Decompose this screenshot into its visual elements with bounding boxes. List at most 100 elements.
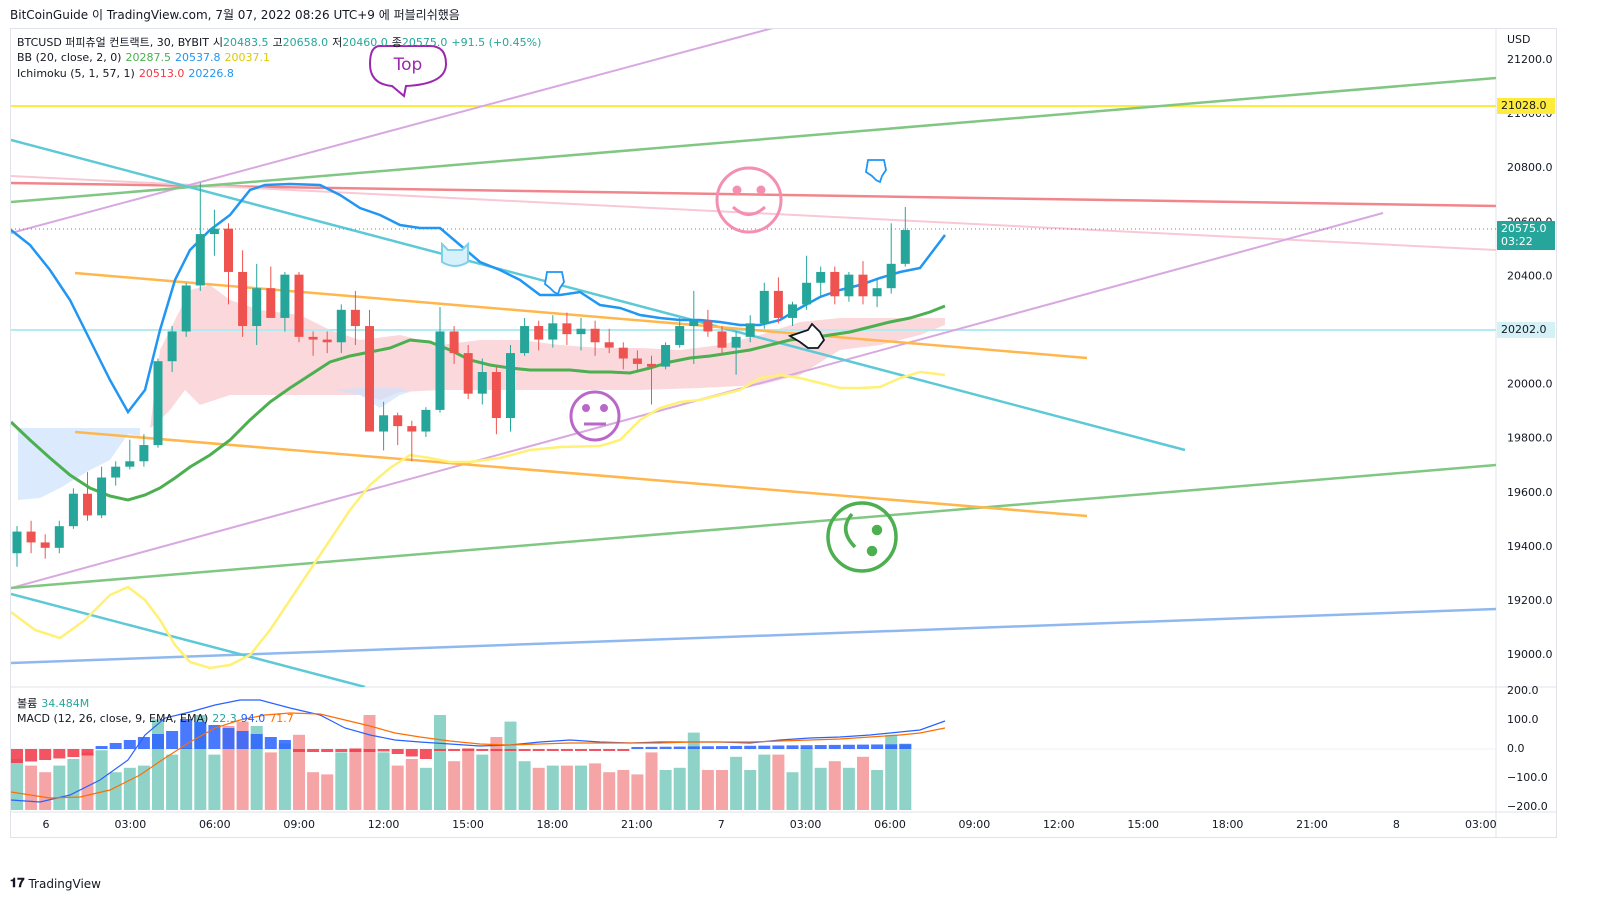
macd-hist-bar xyxy=(575,749,587,751)
time-tick-label: 18:00 xyxy=(537,818,569,831)
macd-hist-bar xyxy=(885,744,898,749)
yellow-line-price-label[interactable]: 21028.0 xyxy=(1497,98,1555,114)
candle-body xyxy=(858,274,868,297)
macd-hist-bar xyxy=(109,743,122,749)
volume-bar xyxy=(67,759,80,810)
ichi-name: Ichimoku (5, 1, 57, 1) xyxy=(17,67,135,80)
price-tick-label: 19200.0 xyxy=(1507,594,1553,607)
candlestick-series[interactable] xyxy=(12,182,910,567)
neutral-face-icon[interactable] xyxy=(569,390,621,442)
candle-body xyxy=(618,347,628,359)
volume-bar xyxy=(109,772,122,810)
trend-line-green-top xyxy=(11,76,1496,204)
candle-body xyxy=(308,336,318,340)
macd-hist-bar xyxy=(589,749,602,751)
macd-line-value: 94.0 xyxy=(240,712,266,725)
trend-line-green-bottom xyxy=(11,463,1496,590)
time-tick-label: 15:00 xyxy=(1127,818,1159,831)
volume-legend[interactable]: 볼륨 34.484M xyxy=(17,695,93,711)
candle-body xyxy=(745,323,755,337)
volume-bar xyxy=(264,752,277,810)
pointing-hand-left-icon[interactable] xyxy=(787,322,826,349)
price-axis[interactable]: 21200.021000.020800.020600.020400.020200… xyxy=(1507,53,1553,661)
candle-body xyxy=(689,320,699,327)
bb-legend[interactable]: BB (20, close, 2, 0) 20287.5 20537.8 20037.… xyxy=(17,51,274,64)
volume-bar xyxy=(518,761,531,810)
macd-hist-bar xyxy=(53,749,66,759)
smiling-face-icon[interactable] xyxy=(715,166,783,234)
pointing-hand-up-icon-2[interactable] xyxy=(544,271,565,296)
macd-hist-bar xyxy=(152,734,164,749)
macd-hist-bar xyxy=(758,745,771,749)
time-axis[interactable]: 6 03:00 06:00 09:00 12:00 15:00 18:00 21:00 7 03:… xyxy=(43,818,1497,831)
symbol-legend[interactable]: BTCUSD 퍼피츄얼 컨트랙트, 30, BYBIT 시20483.5 고2065… xyxy=(17,34,545,50)
ichimoku-conversion-line xyxy=(11,182,946,415)
macd-lines xyxy=(11,699,946,803)
macd-axis[interactable]: 200.0 100.0 0.0 −100.0 −200.0 xyxy=(1507,684,1548,813)
time-tick-label: 21:00 xyxy=(621,818,653,831)
candle-body xyxy=(562,323,572,335)
macd-hist-bar xyxy=(814,745,827,749)
volume-bar xyxy=(123,767,136,810)
candle-body xyxy=(675,326,685,345)
candle-body xyxy=(731,336,741,348)
candle-body xyxy=(477,372,487,394)
macd-hist-bar xyxy=(828,744,841,749)
macd-hist-bar xyxy=(687,746,700,749)
candle-body xyxy=(294,274,304,337)
candle-body xyxy=(788,304,797,318)
macd-hist-bar xyxy=(278,740,291,749)
cat-face-icon[interactable] xyxy=(441,241,469,267)
macd-name: MACD (12, 26, close, 9, EMA, EMA) xyxy=(17,712,209,725)
ichimoku-legend[interactable]: Ichimoku (5, 1, 57, 1) 20513.0 20226.8 xyxy=(17,67,238,80)
tradingview-footer[interactable]: 𝟏𝟕 TradingView xyxy=(10,876,101,891)
volume-bar xyxy=(772,754,785,810)
macd-hist-bar xyxy=(857,744,869,749)
countdown-value: 03:22 xyxy=(1501,235,1533,248)
candle-body xyxy=(520,326,530,354)
trend-line-cyan-top xyxy=(11,138,1186,452)
top-callout[interactable]: Top xyxy=(368,45,448,98)
macd-hist-bar xyxy=(518,749,531,751)
candle-body xyxy=(322,339,332,343)
symbol-name: BTCUSD 퍼피츄얼 컨트랙트, 30, BYBIT xyxy=(17,36,209,49)
candle-body xyxy=(548,323,558,340)
low-label: 저 xyxy=(332,36,343,49)
candle-body xyxy=(153,361,163,446)
cyan-line-price-label[interactable]: 20202.0 xyxy=(1497,322,1555,338)
macd-hist-bar xyxy=(222,728,235,749)
candle-body xyxy=(54,526,64,548)
chart-container[interactable] xyxy=(10,28,1557,838)
signal-line xyxy=(11,712,946,799)
macd-tick-label: 0.0 xyxy=(1507,742,1525,755)
time-tick-label: 06:00 xyxy=(874,818,906,831)
current-price-value: 20575.0 xyxy=(1501,222,1547,235)
candle-body xyxy=(336,309,346,343)
volume-bar xyxy=(166,754,179,810)
pointing-hand-up-icon[interactable] xyxy=(865,159,887,184)
macd-hist-bar xyxy=(250,734,263,749)
macd-hist-bar xyxy=(659,746,672,749)
volume-bar xyxy=(335,752,348,810)
price-tick-label: 20000.0 xyxy=(1507,378,1553,391)
macd-legend[interactable]: MACD (12, 26, close, 9, EMA, EMA) 22.3 94.… xyxy=(17,712,298,725)
ichi-base-value: 20513.0 xyxy=(138,67,185,80)
macd-hist-bar xyxy=(419,749,432,759)
volume-bar xyxy=(476,754,489,810)
confused-face-icon[interactable] xyxy=(826,501,898,573)
time-tick-label: 6 xyxy=(43,818,50,831)
current-price-label[interactable]: 20575.0 03:22 xyxy=(1497,221,1555,250)
volume-bar xyxy=(631,774,644,810)
candle-body xyxy=(125,461,135,467)
volume-bar xyxy=(293,734,305,810)
macd-hist-bar xyxy=(180,719,193,749)
volume-bar xyxy=(659,770,672,810)
macd-hist-bar xyxy=(194,722,207,749)
candle-body xyxy=(647,363,656,367)
macd-hist-bar xyxy=(405,749,418,757)
macd-hist-bar xyxy=(800,745,813,749)
time-tick-label: 12:00 xyxy=(368,818,400,831)
volume-bar xyxy=(81,752,94,810)
volume-bar xyxy=(575,765,587,810)
